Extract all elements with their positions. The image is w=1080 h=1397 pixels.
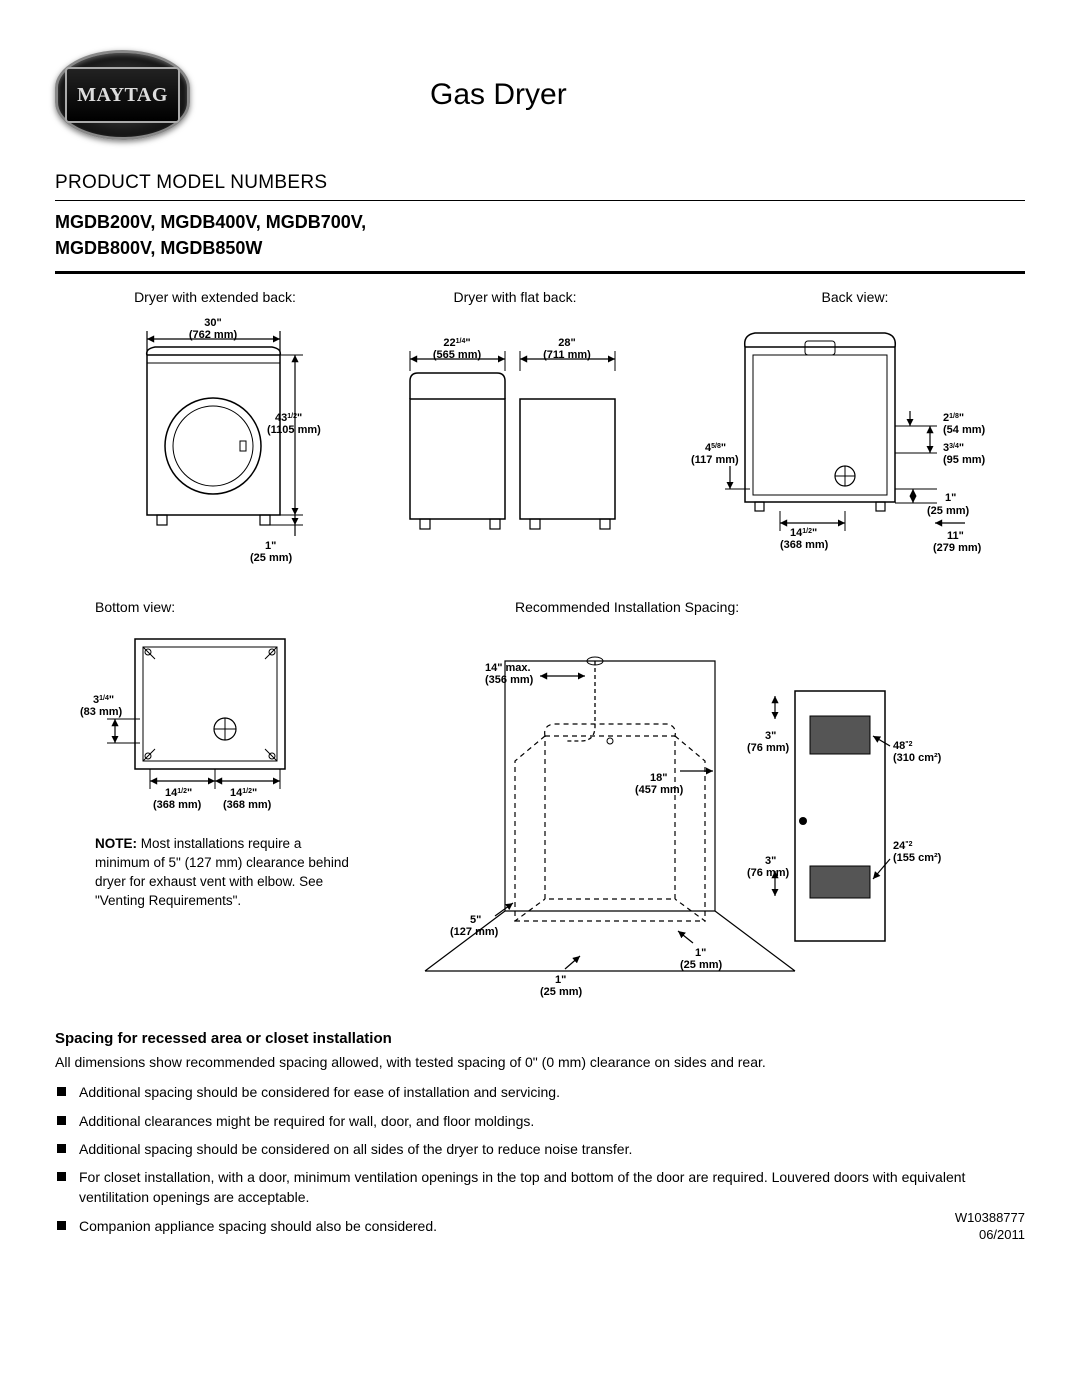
svg-text:(25 mm): (25 mm) — [250, 552, 293, 564]
brand-text: MAYTAG — [77, 82, 168, 109]
svg-text:28": 28" — [558, 337, 575, 349]
svg-text:(127 mm): (127 mm) — [450, 926, 499, 938]
diagram-flat-back: Dryer with flat back: 221/4" (565 mm) 28… — [380, 288, 650, 576]
list-item: Additional clearances might be required … — [55, 1111, 1025, 1131]
svg-text:(25 mm): (25 mm) — [680, 959, 723, 971]
svg-text:(711 mm): (711 mm) — [543, 349, 591, 361]
svg-text:21/8": 21/8" — [943, 412, 964, 424]
svg-text:(457 mm): (457 mm) — [635, 784, 684, 796]
note-block: NOTE: Most installations require a minim… — [95, 835, 355, 911]
extended-back-svg: 30" (762 mm) 431/2" (1105 mm) 1" — [65, 311, 335, 571]
svg-text:14" max.: 14" max. — [485, 662, 531, 674]
bottom-view-svg: 31/4" (83 mm) 141/2" 141/2" (368 mm) (36… — [55, 621, 355, 821]
note-label: NOTE: — [95, 836, 137, 851]
svg-text:(356 mm): (356 mm) — [485, 674, 534, 686]
diagram-label: Bottom view: — [95, 598, 355, 617]
svg-text:(368 mm): (368 mm) — [223, 799, 272, 811]
svg-text:31/4": 31/4" — [93, 694, 114, 706]
svg-text:3": 3" — [765, 730, 776, 742]
list-item: Additional spacing should be considered … — [55, 1139, 1025, 1159]
svg-text:141/2": 141/2" — [790, 527, 817, 539]
svg-text:(155 cm²): (155 cm²) — [893, 852, 942, 864]
svg-text:(95 mm): (95 mm) — [943, 454, 986, 466]
svg-text:(368 mm): (368 mm) — [153, 799, 202, 811]
brand-logo: MAYTAG — [55, 50, 190, 140]
diagram-back-view: Back view: 45/8" (117 mm) 141/2" — [685, 288, 1025, 576]
svg-text:1": 1" — [695, 947, 706, 959]
diagram-extended-back: Dryer with extended back: 30" (762 mm) — [55, 288, 345, 576]
svg-text:141/2": 141/2" — [165, 787, 192, 799]
dim-text: (762 mm) — [189, 329, 238, 341]
svg-text:33/4": 33/4" — [943, 442, 964, 454]
svg-text:24"2: 24"2 — [893, 840, 913, 852]
diagram-label: Dryer with extended back: — [85, 288, 345, 307]
models-line-2: MGDB800V, MGDB850W — [55, 238, 262, 258]
page-title: Gas Dryer — [430, 75, 567, 116]
diagram-label: Recommended Installation Spacing: — [515, 598, 1025, 617]
svg-text:(565 mm): (565 mm) — [433, 349, 482, 361]
list-item: For closet installation, with a door, mi… — [55, 1167, 1025, 1208]
svg-text:141/2": 141/2" — [230, 787, 257, 799]
spacing-heading: Spacing for recessed area or closet inst… — [55, 1029, 1025, 1049]
divider-thick — [55, 271, 1025, 274]
install-svg: 14" max. (356 mm) 18" (457 mm) 5" (127 m… — [395, 621, 955, 1001]
dim-text: 30" — [204, 317, 221, 329]
svg-text:431/2": 431/2" — [275, 412, 302, 424]
svg-text:(83 mm): (83 mm) — [80, 706, 123, 718]
diagram-bottom-view-col: Bottom view: 31/4" (83 mm) 141/2" 141/2"… — [55, 598, 355, 1006]
svg-text:5": 5" — [470, 914, 481, 926]
section-heading: PRODUCT MODEL NUMBERS — [55, 170, 1025, 196]
svg-text:1": 1" — [555, 974, 566, 986]
svg-text:45/8": 45/8" — [705, 442, 726, 454]
doc-number: W10388777 — [955, 1210, 1025, 1225]
svg-text:(76 mm): (76 mm) — [747, 742, 790, 754]
doc-meta: W10388777 06/2011 — [955, 1209, 1025, 1244]
svg-text:11": 11" — [947, 530, 964, 542]
svg-text:(25 mm): (25 mm) — [927, 505, 970, 517]
models-line-1: MGDB200V, MGDB400V, MGDB700V, — [55, 212, 366, 232]
svg-text:(117 mm): (117 mm) — [691, 454, 739, 466]
svg-text:48"2: 48"2 — [893, 740, 913, 752]
svg-text:(279 mm): (279 mm) — [933, 542, 982, 554]
divider-thin — [55, 200, 1025, 201]
svg-text:3": 3" — [765, 855, 776, 867]
list-item: Additional spacing should be considered … — [55, 1082, 1025, 1102]
svg-text:221/4": 221/4" — [443, 337, 470, 349]
model-numbers: MGDB200V, MGDB400V, MGDB700V, MGDB800V, … — [55, 209, 1025, 261]
list-item: Companion appliance spacing should also … — [55, 1216, 1025, 1236]
doc-date: 06/2011 — [979, 1227, 1025, 1242]
flat-back-svg: 221/4" (565 mm) 28" (711 mm) — [385, 311, 645, 571]
spacing-list: Additional spacing should be considered … — [55, 1082, 1025, 1236]
diagrams-row-2: Bottom view: 31/4" (83 mm) 141/2" 141/2"… — [55, 598, 1025, 1006]
diagram-label: Back view: — [685, 288, 1025, 307]
diagrams-row-1: Dryer with extended back: 30" (762 mm) — [55, 288, 1025, 576]
spacing-intro: All dimensions show recommended spacing … — [55, 1053, 1025, 1073]
header: MAYTAG Gas Dryer — [55, 50, 1025, 140]
svg-text:(310 cm²): (310 cm²) — [893, 752, 942, 764]
svg-text:(54 mm): (54 mm) — [943, 424, 986, 436]
back-view-svg: 45/8" (117 mm) 141/2" (368 mm) 21/8" (54… — [685, 311, 1025, 571]
svg-text:(368 mm): (368 mm) — [780, 539, 829, 551]
svg-text:(1105 mm): (1105 mm) — [267, 424, 321, 436]
diagram-label: Dryer with flat back: — [380, 288, 650, 307]
svg-text:18": 18" — [650, 772, 667, 784]
svg-text:1": 1" — [265, 540, 276, 552]
diagram-install-col: Recommended Installation Spacing: — [395, 598, 1025, 1006]
svg-text:1": 1" — [945, 492, 956, 504]
svg-text:(76 mm): (76 mm) — [747, 867, 790, 879]
svg-text:(25 mm): (25 mm) — [540, 986, 583, 998]
